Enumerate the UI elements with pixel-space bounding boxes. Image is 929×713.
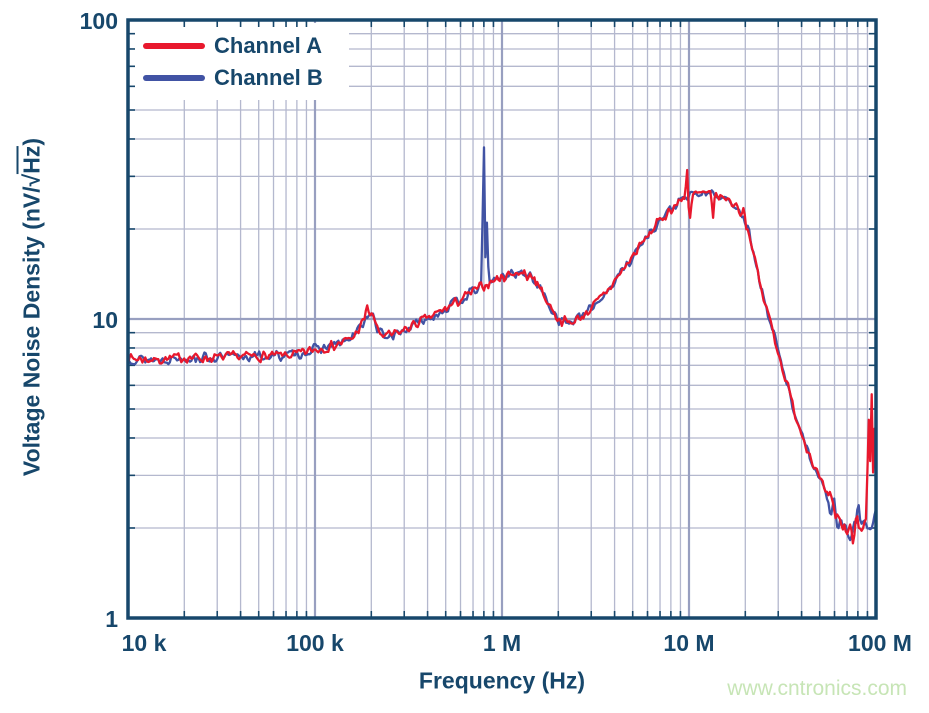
legend-label-channel-b: Channel B (214, 65, 323, 90)
legend-label-channel-a: Channel A (214, 33, 322, 58)
x-axis-title: Frequency (Hz) (418, 667, 586, 694)
y-axis-title-radicand: Hz (16, 145, 45, 174)
y-tick-label-10: 10 (92, 307, 118, 333)
x-tick-label-1m: 1 M (482, 630, 522, 656)
y-axis-title-suffix: ) (18, 137, 45, 146)
y-tick-label-100: 100 (79, 8, 118, 34)
channel-b-line-swatch (143, 75, 205, 81)
x-tick-label-10m: 10 M (663, 630, 715, 656)
y-axis-title-prefix: Voltage Noise Density (nV/ (18, 186, 45, 477)
x-tick-label-100k: 100 k (286, 630, 344, 656)
legend: Channel A Channel B (131, 24, 349, 100)
legend-item-channel-a: Channel A (143, 33, 349, 59)
y-axis-title: Voltage Noise Density (nV/√Hz) (16, 137, 46, 477)
y-tick-label-1: 1 (105, 606, 118, 632)
x-tick-label-10k: 10 k (121, 630, 167, 656)
channel-a-line-swatch (143, 43, 205, 49)
x-tick-label-100m: 100 M (848, 630, 912, 656)
legend-item-channel-b: Channel B (143, 65, 349, 91)
watermark: www.cntronics.com (727, 677, 907, 700)
sqrt-symbol: √ (18, 173, 45, 187)
